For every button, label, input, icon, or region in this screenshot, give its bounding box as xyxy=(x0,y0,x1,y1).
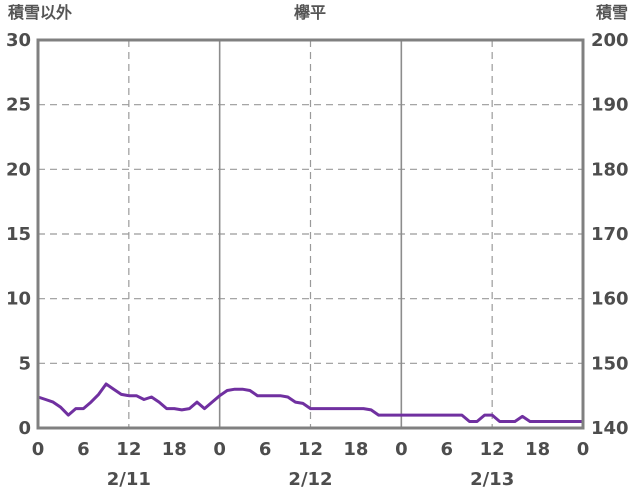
right-axis-tick-label: 180 xyxy=(591,159,629,180)
left-axis-tick-label: 10 xyxy=(6,289,31,310)
left-axis-tick-label: 15 xyxy=(6,224,31,245)
right-axis-tick-label: 150 xyxy=(591,353,629,374)
x-axis-tick-label: 18 xyxy=(525,439,550,460)
gridlines xyxy=(38,40,583,428)
x-axis-tick-label: 0 xyxy=(395,439,408,460)
station-name: 欅平 xyxy=(294,3,326,22)
x-axis-tick-label: 18 xyxy=(162,439,187,460)
x-axis-tick-label: 12 xyxy=(116,439,141,460)
right-axis-title: 積雪 xyxy=(595,3,628,22)
x-axis-tick-label: 18 xyxy=(343,439,368,460)
x-axis-day-label: 2/13 xyxy=(470,469,514,490)
x-axis-tick-label: 12 xyxy=(480,439,505,460)
data-series-line xyxy=(36,382,585,423)
plot-frame xyxy=(36,38,585,430)
x-axis-tick-label: 0 xyxy=(213,439,226,460)
right-axis-tick-label: 190 xyxy=(591,95,629,116)
right-axis-tick-label: 140 xyxy=(591,418,629,439)
left-axis-tick-label: 20 xyxy=(6,159,31,180)
x-axis-day-label: 2/12 xyxy=(288,469,332,490)
x-axis-tick-label: 12 xyxy=(298,439,323,460)
left-axis-tick-label: 25 xyxy=(6,95,31,116)
x-axis-tick-label: 6 xyxy=(259,439,272,460)
x-axis-tick-label: 0 xyxy=(32,439,45,460)
right-axis-tick-label: 200 xyxy=(591,30,629,51)
x-axis-tick-label: 6 xyxy=(440,439,453,460)
x-axis-tick-label: 0 xyxy=(577,439,590,460)
right-axis-tick-label: 170 xyxy=(591,224,629,245)
left-axis-tick-label: 5 xyxy=(18,353,31,374)
right-axis-tick-label: 160 xyxy=(591,289,629,310)
left-axis-title: 積雪以外 xyxy=(7,3,72,22)
left-axis-tick-label: 0 xyxy=(18,418,31,439)
left-axis-tick-label: 30 xyxy=(6,30,31,51)
x-axis-tick-label: 6 xyxy=(77,439,90,460)
x-axis-day-label: 2/11 xyxy=(107,469,151,490)
